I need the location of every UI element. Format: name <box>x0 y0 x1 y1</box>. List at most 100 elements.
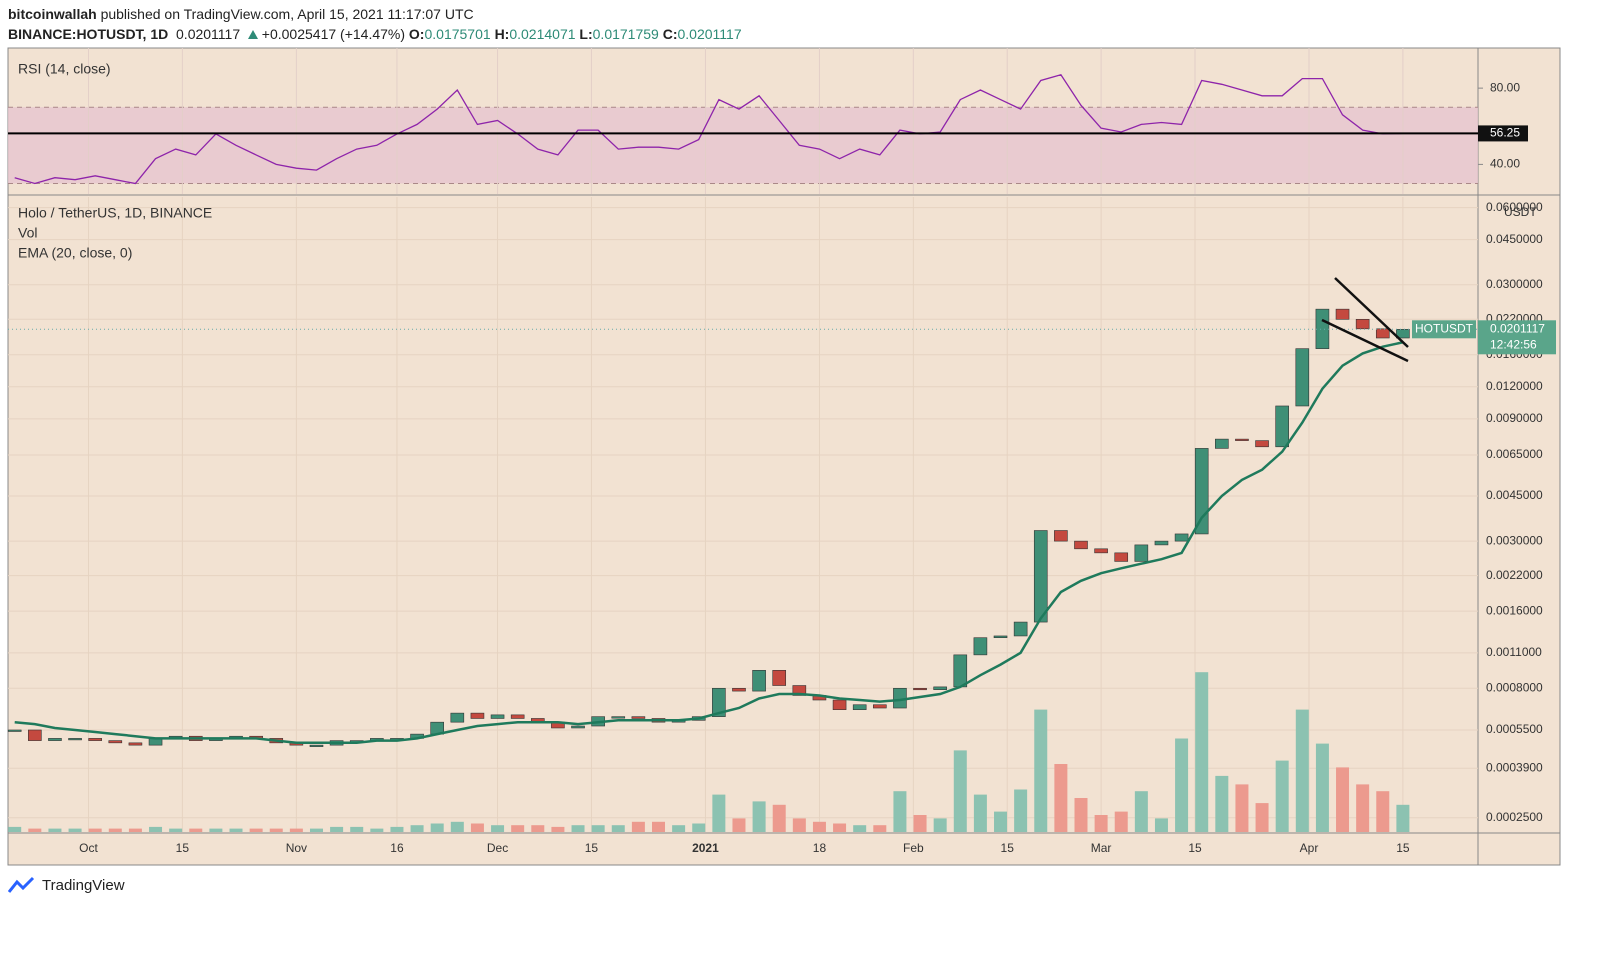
grid <box>8 48 1483 832</box>
volume-bar <box>692 823 706 832</box>
candle-body <box>953 654 968 688</box>
countdown-label: 12:42:56 <box>1490 337 1537 351</box>
candle-body <box>1375 328 1390 339</box>
y-tick-label: 0.0022000 <box>1486 568 1543 582</box>
candle-body <box>832 699 847 710</box>
volume-bar <box>772 804 786 832</box>
volume-bar <box>833 823 847 832</box>
x-tick-label: Nov <box>286 841 307 855</box>
rsi-line <box>14 74 1403 185</box>
x-tick-label: 15 <box>1396 841 1410 855</box>
symbol: BINANCE:HOTUSDT, 1D <box>8 26 169 42</box>
candle-body <box>1315 308 1330 349</box>
candle-body <box>1355 319 1370 330</box>
volume-bar <box>108 828 122 832</box>
volume-bar <box>149 826 163 832</box>
rsi-level-label: 56.25 <box>1490 126 1520 140</box>
y-tick-label: 0.0090000 <box>1486 411 1543 425</box>
candle-body <box>1255 440 1269 448</box>
candle-body <box>933 686 947 690</box>
close-label: C: <box>662 26 678 42</box>
header: bitcoinwallah published on TradingView.c… <box>8 4 742 44</box>
volume-bar <box>511 825 525 832</box>
wedge-lower-line <box>1321 318 1409 363</box>
candle-body <box>470 712 485 719</box>
volume-bar <box>1034 709 1048 832</box>
chart: 40.00 80.00 0.0600000 0.0450000 0.0300000 0.0… <box>7 47 1561 866</box>
rsi-tick-label: 80.00 <box>1490 80 1520 94</box>
volume-bar <box>48 828 62 832</box>
publish-line: bitcoinwallah published on TradingView.c… <box>8 4 742 24</box>
volume-bar <box>430 823 444 832</box>
volume-bar <box>128 828 142 832</box>
candle-body <box>1114 552 1129 562</box>
x-tick-label: 15 <box>1001 841 1015 855</box>
y-tick-label: 0.0065000 <box>1486 447 1543 461</box>
candle-body <box>1174 533 1189 542</box>
symbol-box <box>1412 320 1476 339</box>
candle-body <box>1154 540 1169 546</box>
volume-bar <box>169 828 183 832</box>
volume-bar <box>370 828 384 832</box>
candle-body <box>873 704 887 709</box>
volume-bar <box>1235 784 1249 832</box>
close: 0.0201117 <box>677 26 742 42</box>
candle-body <box>309 744 324 747</box>
candle-body <box>1074 540 1088 550</box>
footer: TradingView <box>8 876 125 894</box>
volume-bar <box>1275 760 1289 832</box>
volume-bar <box>1376 791 1390 832</box>
x-tick-label: 16 <box>390 841 404 855</box>
ema-line <box>14 341 1404 745</box>
volume-bar <box>1315 743 1329 832</box>
volume-bar <box>913 815 927 832</box>
volume-bar <box>450 821 464 832</box>
change: +0.0025417 (+14.47%) <box>261 26 406 42</box>
x-tick-label: Mar <box>1091 841 1112 855</box>
page: bitcoinwallah published on TradingView.c… <box>7 4 1561 894</box>
y-tick-label: 0.0030000 <box>1486 533 1543 547</box>
y-tick-label: 0.0003900 <box>1486 760 1543 774</box>
volume-bar <box>1356 784 1370 832</box>
volume-bar <box>229 828 243 832</box>
x-tick-label: Feb <box>903 841 924 855</box>
x-tick-label: 15 <box>585 841 599 855</box>
candle-body <box>1013 621 1028 637</box>
volume-bar <box>189 828 203 832</box>
marks <box>7 74 1478 832</box>
low-label: L: <box>579 26 593 42</box>
high-label: H: <box>494 26 510 42</box>
volume-bar <box>1255 803 1269 832</box>
volume-bar <box>88 828 102 832</box>
volume-bar <box>8 826 22 832</box>
candle-body <box>1335 308 1350 320</box>
volume-bar <box>269 828 283 832</box>
rsi-tick-label: 40.00 <box>1490 157 1520 171</box>
candle-body <box>772 670 787 686</box>
candle-body <box>752 670 766 692</box>
last-price-box <box>1478 320 1556 355</box>
volume-bar <box>973 794 987 832</box>
candle-body <box>1094 548 1108 554</box>
brand-logo <box>8 876 35 893</box>
y-tick-label: 0.0005500 <box>1486 722 1543 736</box>
volume-bar <box>591 825 605 832</box>
candle-body <box>510 714 525 719</box>
candle-body <box>48 738 62 741</box>
labels: 40.00 80.00 0.0600000 0.0450000 0.0300000 0.0… <box>79 80 1556 855</box>
x-tick-label: 18 <box>813 841 827 855</box>
candle-body <box>973 637 988 656</box>
rsi-band <box>8 107 1478 184</box>
volume-bar <box>209 828 223 832</box>
y-tick-label: 0.0045000 <box>1486 488 1543 502</box>
y-tick-label: 0.0600000 <box>1486 200 1543 214</box>
candle-body <box>712 687 726 717</box>
x-tick-label: Dec <box>487 841 508 855</box>
y-tick-label: 0.0120000 <box>1486 379 1543 393</box>
candle-body <box>1215 438 1229 449</box>
candle-body <box>792 685 807 696</box>
volume-bar <box>28 828 42 832</box>
volume-bar <box>873 825 887 832</box>
open-label: O: <box>408 26 425 42</box>
candle-body <box>993 635 1008 639</box>
